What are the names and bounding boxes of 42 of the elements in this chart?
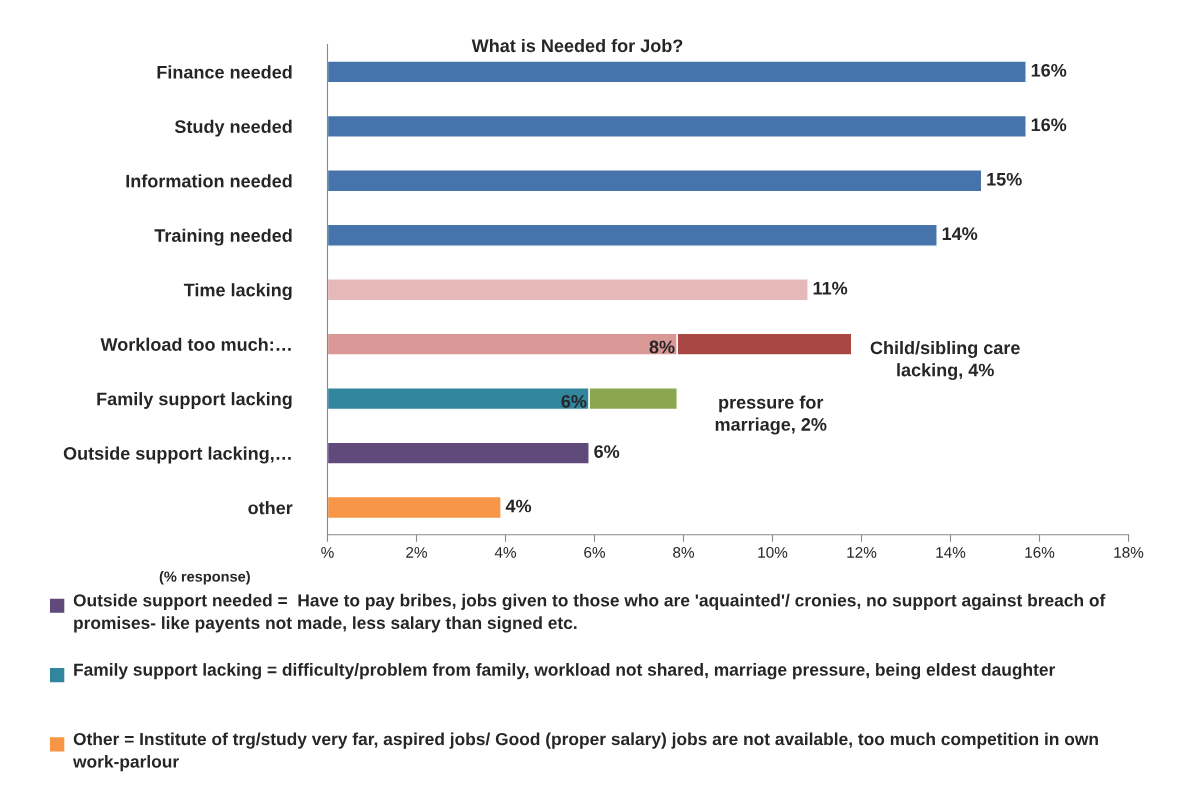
x-tick-label: 6% — [584, 547, 605, 558]
y-tick-label: Outside support lacking,… — [63, 446, 291, 464]
y-tick-label: Information needed — [126, 174, 292, 188]
data-label: pressure for marriage, 2% — [715, 395, 827, 435]
x-tick-label: 12% — [847, 547, 877, 558]
y-tick-label: Study needed — [174, 119, 292, 137]
data-label: 6% — [594, 445, 620, 458]
data-label: 4% — [505, 499, 532, 513]
chart-title: What is Needed for Job? — [471, 38, 683, 53]
x-tick-label: 18% — [1114, 547, 1144, 558]
x-tick-label: 8% — [673, 547, 694, 558]
data-label: 14% — [942, 227, 978, 241]
bar — [327, 169, 983, 193]
bar — [327, 441, 590, 465]
y-tick-label: Family support lacking — [97, 392, 292, 409]
bar — [327, 223, 938, 247]
text: Family support lacking = difficulty/problem from family, workload not shared, marriage pressure, being eldest daughter — [74, 663, 1056, 680]
data-label: 8% — [649, 340, 675, 354]
bar — [327, 278, 809, 302]
bar — [327, 60, 1027, 84]
x-tick-label: 2% — [406, 547, 427, 558]
data-label: 6% — [561, 395, 587, 408]
bar — [327, 495, 502, 520]
x-tick-label: 14% — [936, 547, 966, 558]
data-label: Child/sibling care lacking, 4% — [870, 340, 1020, 381]
y-tick-label: Workload too much:… — [100, 337, 291, 351]
text: Other = Institute of trg/study very far, aspired jobs/ Good (proper salary) jobs are not available, too much competition in own work-parlour — [72, 732, 1098, 772]
x-tick-label: % — [321, 547, 334, 558]
data-label: 16% — [1031, 63, 1067, 77]
y-tick-label: Time lacking — [183, 283, 292, 301]
x-tick-label: 4% — [494, 547, 516, 558]
y-tick-label: Training needed — [154, 228, 292, 246]
x-tick-label: 10% — [758, 547, 788, 558]
text: (% response) — [159, 571, 250, 585]
y-tick-label: other — [248, 501, 293, 515]
data-label: 11% — [813, 281, 848, 295]
data-label: 16% — [1031, 118, 1067, 132]
y-tick-label: Finance needed — [157, 65, 292, 79]
text: Outside support needed = Have to pay bribes, jobs given to those who are 'aquainted'/ cronies, no support against breach of promises- like payents not made, less salary than signed etc. — [73, 593, 1106, 633]
x-tick-label: 16% — [1025, 547, 1055, 558]
data-label: 15% — [987, 172, 1022, 186]
bar — [327, 114, 1027, 138]
